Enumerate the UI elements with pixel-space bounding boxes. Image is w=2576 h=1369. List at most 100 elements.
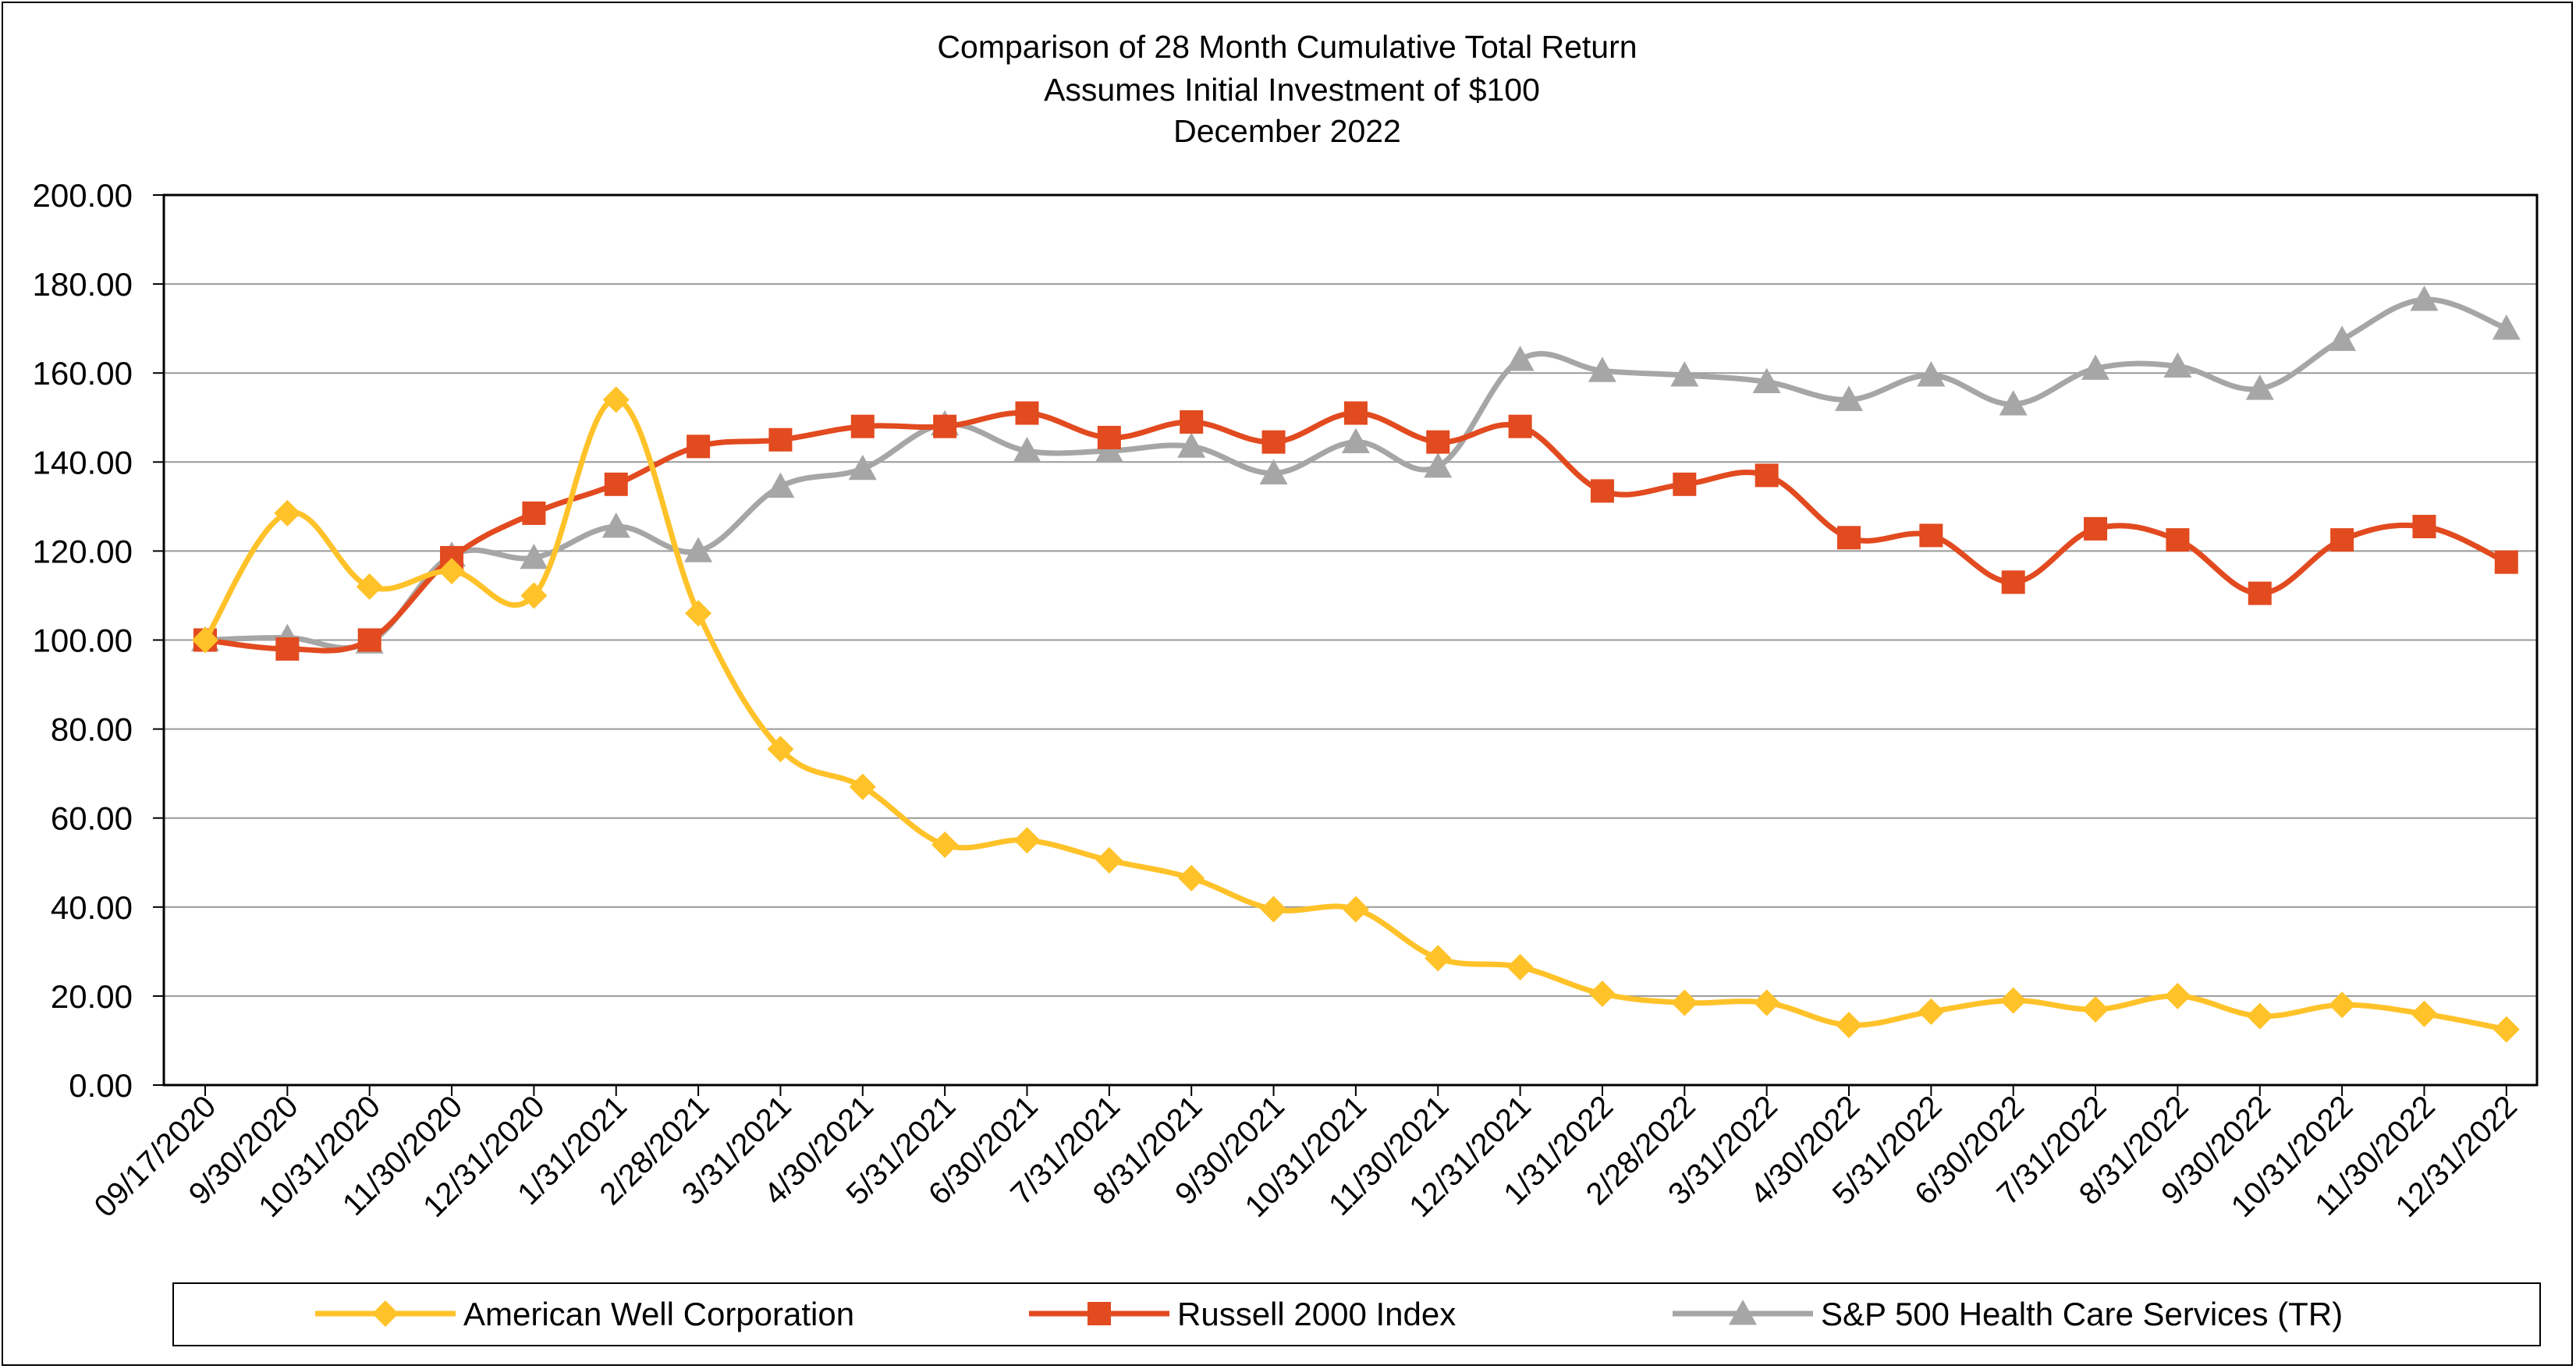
series-square (193, 401, 2518, 661)
series-line (204, 296, 2508, 651)
data-point (1261, 430, 1286, 454)
data-point (1506, 953, 1534, 981)
data-point (275, 637, 300, 661)
series-diamond (192, 386, 2520, 1043)
data-point (849, 773, 876, 800)
data-point (931, 831, 959, 858)
data-point (192, 626, 218, 654)
data-point (1590, 479, 1614, 503)
data-point (2001, 570, 2025, 594)
data-point (2494, 550, 2518, 574)
title-line-2: Assumes Initial Investment of $100 (1044, 72, 1540, 108)
y-tick-label: 160.00 (33, 355, 133, 392)
data-point (1342, 896, 1369, 923)
data-point (1836, 1011, 1862, 1038)
data-point (2166, 528, 2190, 552)
legend-swatch-marker (1088, 1302, 1111, 1325)
data-point (1015, 401, 1039, 425)
data-point (1918, 998, 1945, 1025)
data-point (848, 454, 877, 481)
title-line-3: December 2022 (1173, 113, 1401, 149)
data-point (2163, 352, 2192, 378)
y-tick-label: 200.00 (33, 177, 133, 214)
data-point (1919, 523, 1943, 548)
data-point (1508, 414, 1532, 438)
data-point (520, 543, 548, 569)
plot-area-border (162, 193, 2539, 1087)
data-point (438, 558, 466, 585)
data-point (1753, 989, 1780, 1016)
series-line (203, 396, 2507, 1033)
data-point (1835, 385, 1863, 411)
data-point (1341, 427, 1370, 454)
data-point (1837, 526, 1861, 550)
y-tick-label: 140.00 (33, 444, 133, 481)
data-point (1426, 430, 1450, 454)
data-point (1755, 463, 1779, 488)
data-point (1673, 472, 1697, 496)
data-point (768, 427, 793, 452)
data-point (1671, 989, 1698, 1016)
legend-swatch-marker (1729, 1300, 1757, 1325)
data-point (684, 537, 713, 562)
data-point (1506, 346, 1535, 371)
data-point (522, 501, 546, 525)
x-axis: 09/17/20209/30/202010/31/202011/30/20201… (88, 1085, 2524, 1224)
data-point (2329, 991, 2356, 1019)
data-point (2084, 516, 2108, 541)
data-point (1177, 432, 1206, 458)
y-axis: 0.00 20.00 40.00 60.00 80.00 100.00 120.00 140.… (33, 177, 2539, 1104)
data-point (766, 472, 795, 498)
data-point (1013, 827, 1041, 854)
legend-label: American Well Corporation (463, 1296, 854, 1332)
data-point (1588, 356, 1616, 382)
legend-label: S&P 500 Health Care Services (TR) (1821, 1296, 2343, 1332)
data-point (1917, 361, 1946, 387)
data-point (850, 414, 875, 438)
y-tick-label: 20.00 (51, 978, 133, 1015)
data-point (1425, 945, 1452, 972)
data-point (687, 434, 711, 459)
legend-box (172, 1282, 2541, 1346)
data-point (1013, 437, 1041, 463)
data-point (357, 628, 381, 652)
y-tick-label: 60.00 (51, 800, 133, 837)
data-point (2248, 581, 2272, 605)
data-point (1095, 846, 1123, 874)
data-point (2081, 354, 2110, 380)
data-point (274, 499, 301, 527)
data-point (602, 386, 630, 413)
data-point (685, 600, 712, 627)
data-point (2493, 1016, 2520, 1043)
data-point (2410, 286, 2439, 311)
data-point (2246, 1002, 2273, 1030)
series-lines (191, 286, 2521, 1043)
chart-title: Comparison of 28 Month Cumulative Total … (937, 29, 1637, 149)
data-point (933, 414, 957, 438)
data-point (2412, 515, 2436, 539)
data-point (1097, 425, 1121, 449)
legend: American Well Corporation Russell 2000 In… (172, 1282, 2541, 1346)
gridlines (164, 283, 2537, 997)
data-point (2245, 374, 2274, 400)
data-point (601, 512, 630, 538)
y-tick-label: 80.00 (51, 711, 133, 748)
series-line (204, 410, 2508, 654)
data-point (1260, 896, 1287, 923)
y-tick-label: 120.00 (33, 533, 133, 569)
y-tick-label: 40.00 (51, 889, 133, 926)
data-point (1999, 987, 2027, 1014)
data-point (2082, 996, 2109, 1023)
data-point (1343, 401, 1368, 425)
data-point (2330, 528, 2354, 552)
data-point (1670, 361, 1699, 387)
data-point (2164, 982, 2191, 1009)
data-point (1424, 452, 1453, 478)
data-point (767, 736, 794, 763)
data-point (1095, 437, 1123, 463)
y-tick-label: 180.00 (33, 266, 133, 303)
data-point (2411, 1000, 2438, 1027)
y-tick-label: 100.00 (33, 622, 133, 659)
